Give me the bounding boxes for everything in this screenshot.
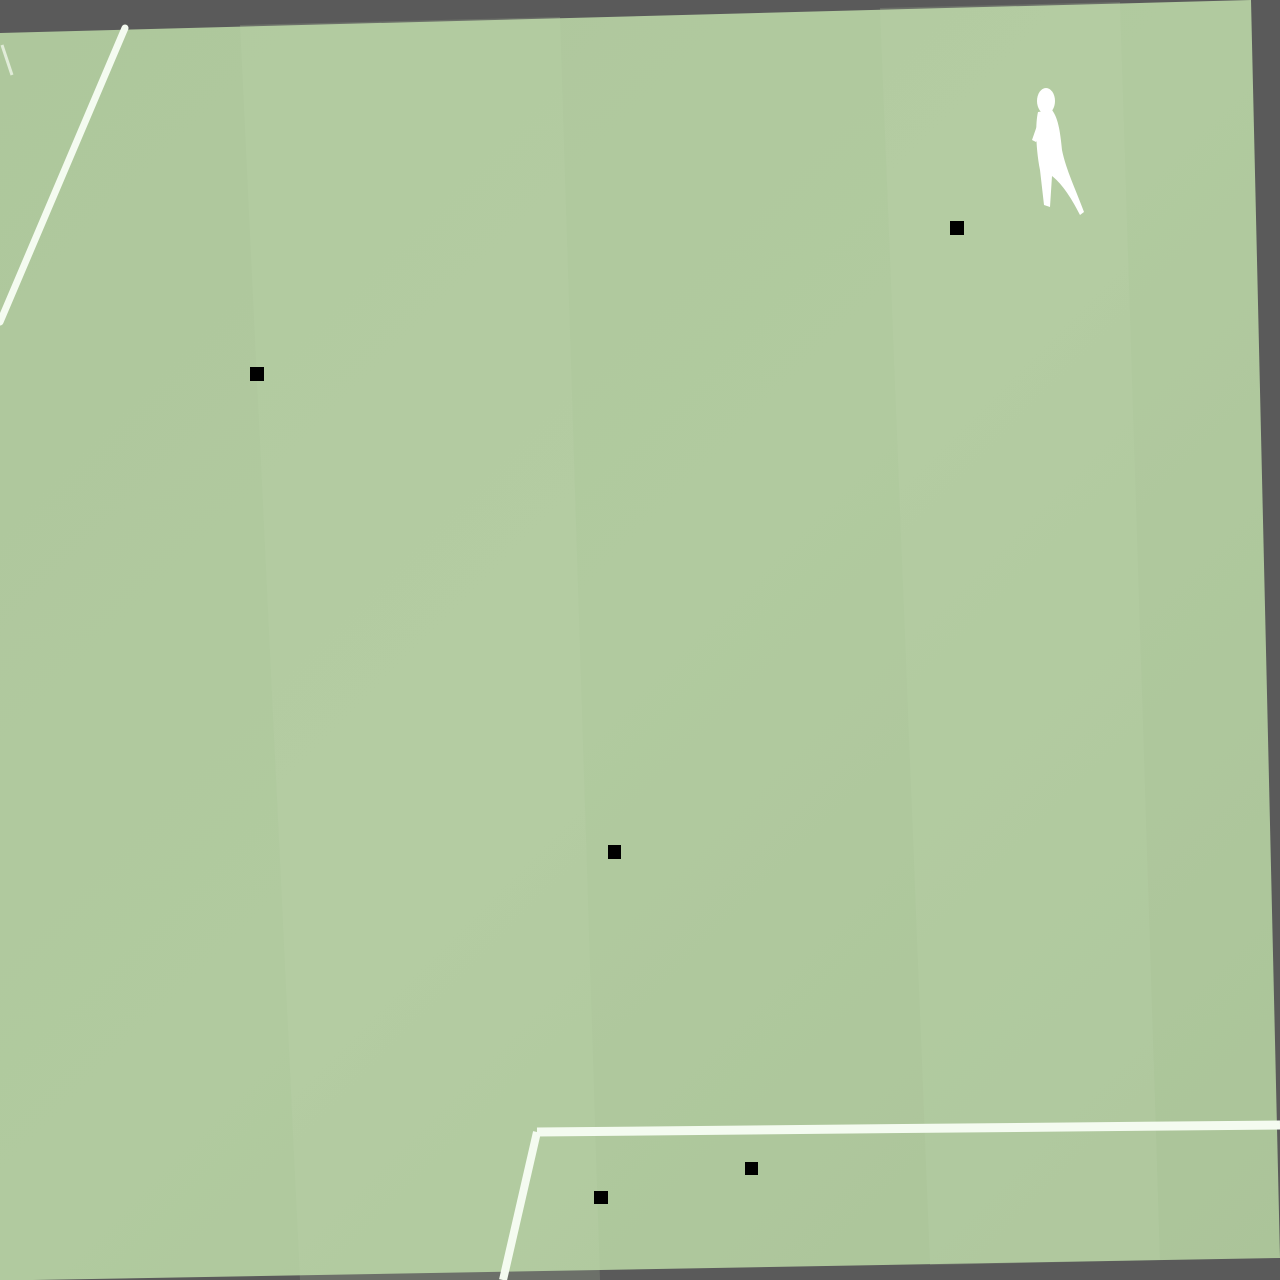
penalty-box-top-line xyxy=(536,1120,1280,1137)
mowing-stripes xyxy=(240,2,1160,1280)
square-marker xyxy=(594,1191,608,1204)
touchline xyxy=(0,24,129,326)
penalty-box-side-line xyxy=(499,1131,541,1280)
square-marker xyxy=(608,845,621,859)
square-marker xyxy=(950,221,964,235)
corner-flag-mark xyxy=(0,44,14,76)
marker-group xyxy=(250,221,964,1204)
square-marker xyxy=(745,1162,758,1175)
square-marker xyxy=(250,367,264,381)
player-figure xyxy=(1032,88,1084,215)
